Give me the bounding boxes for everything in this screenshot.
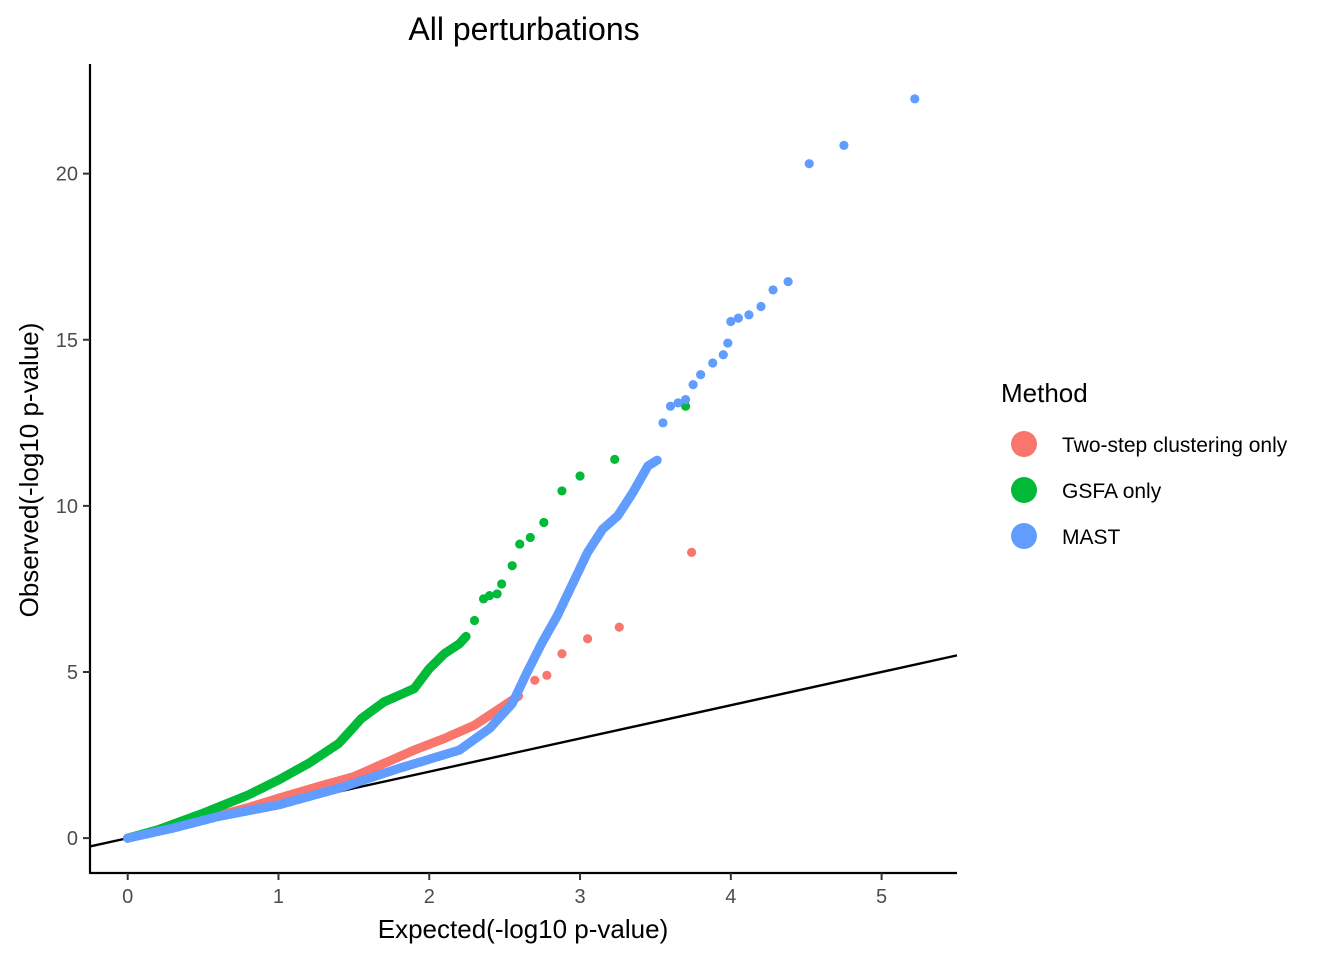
data-point: [492, 589, 502, 599]
points-layer: [123, 94, 920, 843]
data-point: [530, 675, 540, 685]
data-point: [723, 338, 733, 348]
legend-title: Method: [1001, 378, 1088, 408]
data-point: [507, 561, 517, 571]
legend-item-gsfa-only: GSFA only: [1011, 477, 1162, 503]
data-point: [783, 277, 793, 287]
data-point: [582, 634, 593, 644]
legend-label: Two-step clustering only: [1062, 434, 1288, 457]
y-tick-label: 15: [56, 330, 78, 352]
x-axis-title: Expected(-log10 p-value): [378, 914, 669, 944]
plot-area: [89, 94, 958, 848]
legend-item-mast: MAST: [1011, 523, 1121, 549]
x-tick-label: 0: [122, 886, 133, 908]
y-tick-label: 20: [56, 164, 78, 186]
data-point: [733, 313, 743, 323]
data-point: [726, 316, 736, 327]
x-tick-label: 4: [725, 886, 736, 908]
x-tick-label: 3: [574, 886, 585, 908]
series-mast: [123, 94, 920, 843]
data-point: [680, 394, 691, 405]
data-point: [575, 471, 585, 481]
data-point: [658, 418, 668, 428]
data-point: [910, 94, 920, 104]
legend-label: GSFA only: [1062, 480, 1162, 503]
data-point: [673, 398, 683, 408]
data-point: [557, 486, 567, 496]
y-axis-title: Observed(-log10 p-value): [14, 323, 44, 618]
chart-title: All perturbations: [408, 11, 639, 47]
data-point: [708, 358, 718, 368]
x-tick-label: 5: [876, 886, 887, 908]
y-tick-label: 0: [67, 828, 78, 850]
x-tick-label: 1: [273, 886, 284, 908]
data-point: [718, 350, 728, 360]
axes-layer: 0 1 2 3 4 5 0 5 10 15 20: [56, 64, 957, 908]
y-tick-label: 10: [56, 496, 78, 518]
data-point: [525, 532, 535, 543]
data-point: [484, 590, 495, 601]
data-point: [768, 285, 778, 295]
legend-key: [1011, 431, 1037, 457]
data-point: [756, 301, 766, 312]
legend-key: [1011, 477, 1037, 503]
legend-item-two-step-clustering-only: Two-step clustering only: [1011, 431, 1288, 457]
data-point: [461, 631, 471, 642]
data-point: [497, 579, 507, 589]
data-point: [688, 380, 698, 390]
data-point: [610, 454, 620, 464]
data-point: [539, 517, 549, 528]
data-point: [680, 401, 691, 411]
data-point: [557, 649, 567, 659]
data-point: [469, 615, 480, 626]
legend: Method Two-step clustering only GSFA only…: [1001, 378, 1288, 549]
data-point: [515, 539, 525, 549]
legend-key: [1011, 523, 1037, 549]
data-point: [542, 670, 552, 680]
data-point: [687, 547, 697, 557]
data-point: [614, 622, 624, 632]
data-point: [839, 140, 849, 150]
data-point: [696, 370, 706, 380]
data-point: [665, 401, 676, 411]
legend-items: Two-step clustering only GSFA only MAST: [1011, 431, 1288, 549]
x-tick-label: 2: [424, 886, 435, 908]
data-point: [804, 159, 814, 169]
legend-label: MAST: [1062, 526, 1121, 549]
data-point: [652, 455, 662, 465]
y-tick-label: 5: [67, 662, 78, 684]
data-point: [744, 310, 754, 320]
